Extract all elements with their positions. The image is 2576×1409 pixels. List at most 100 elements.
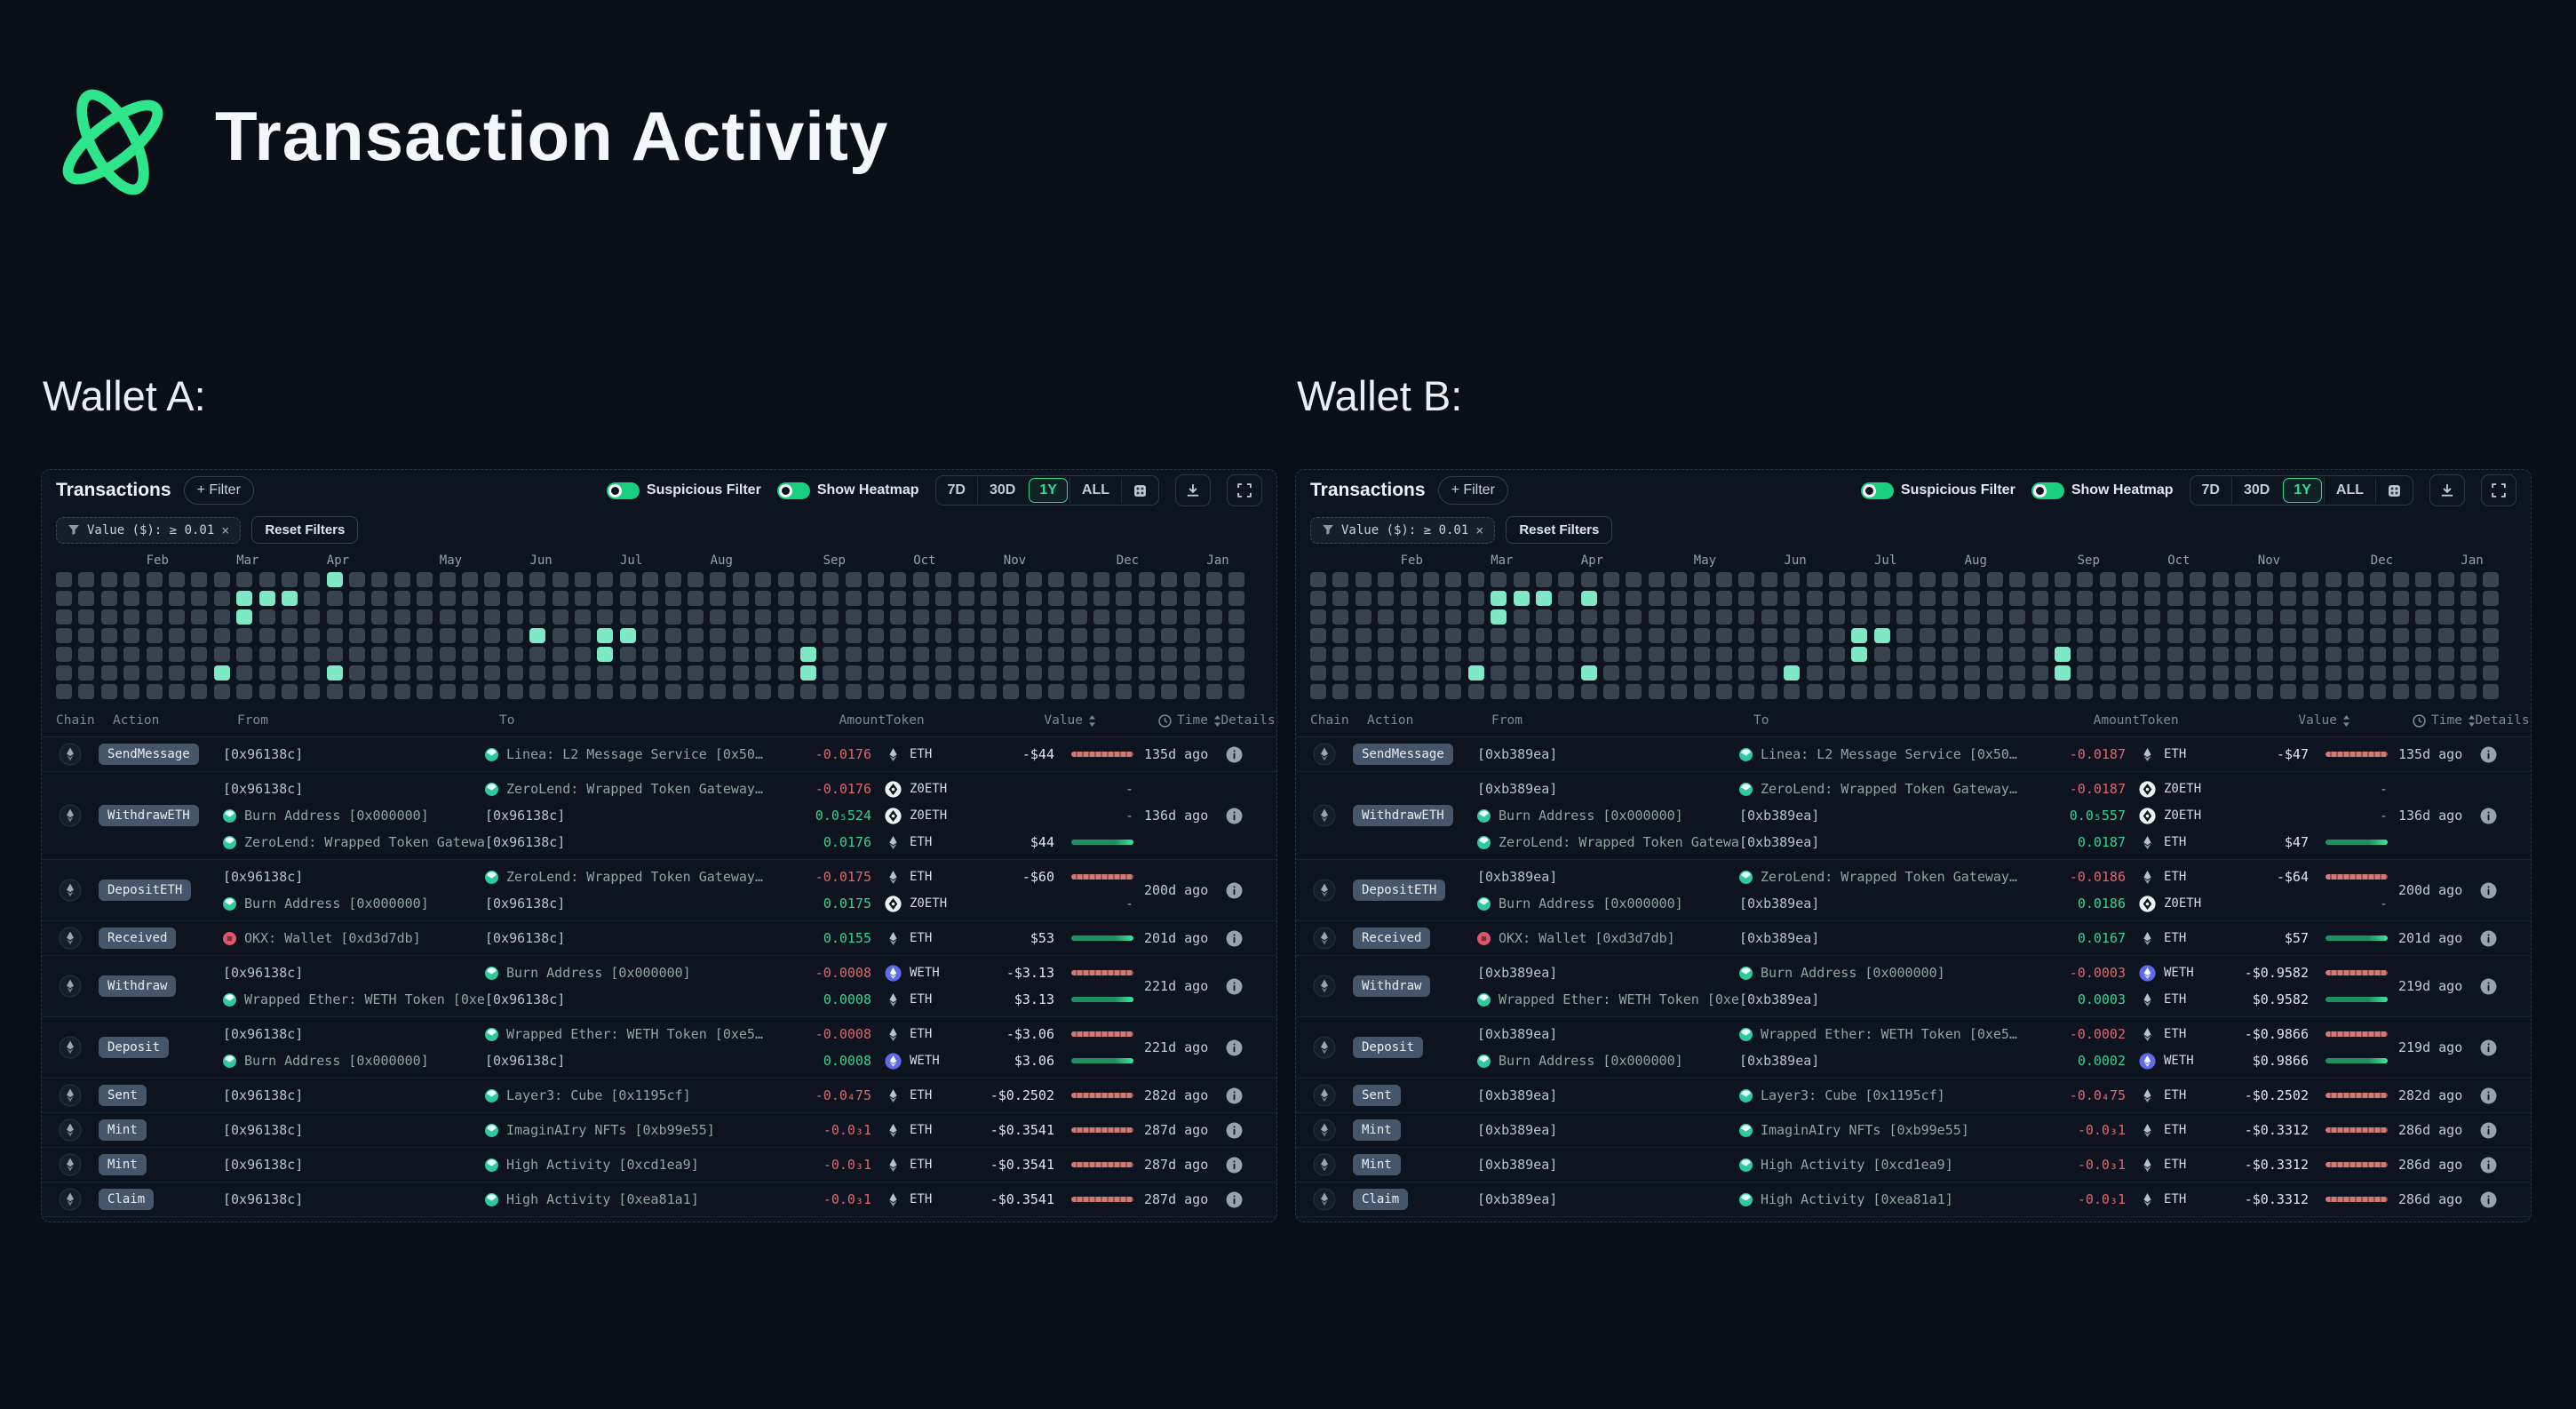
sort-icon[interactable] bbox=[1213, 714, 1221, 727]
address-label[interactable]: [0x96138c] bbox=[485, 834, 566, 850]
address-label[interactable]: [0x96138c] bbox=[485, 808, 566, 824]
address-label[interactable]: [0x96138c] bbox=[223, 965, 304, 981]
details-button[interactable] bbox=[1218, 808, 1250, 824]
details-info-icon[interactable] bbox=[2480, 930, 2497, 947]
address-label[interactable]: [0x96138c] bbox=[223, 1026, 304, 1042]
transaction-row[interactable]: Withdraw [0x96138c] Wrapped Ether: WETH T… bbox=[42, 956, 1276, 1017]
address-label[interactable]: Wrapped Ether: WETH Token [0xe5… bbox=[244, 991, 485, 1007]
reset-filters-button[interactable]: Reset Filters bbox=[1506, 516, 1613, 544]
details-info-icon[interactable] bbox=[2480, 1039, 2497, 1056]
details-info-icon[interactable] bbox=[2480, 746, 2497, 763]
calendar-range-button[interactable] bbox=[1121, 478, 1158, 503]
transaction-row[interactable]: Sent [0xb389ea] Layer3: Cube [0x1195cf] … bbox=[1296, 1079, 2531, 1113]
address-label[interactable]: [0xb389ea] bbox=[1477, 1026, 1558, 1042]
range-7d-button[interactable]: 7D bbox=[2201, 482, 2220, 498]
details-button[interactable] bbox=[2472, 1122, 2504, 1139]
address-label[interactable]: [0xb389ea] bbox=[1739, 808, 1820, 824]
transaction-row[interactable]: Deposit [0xb389ea] Burn Address [0x000000… bbox=[1296, 1017, 2531, 1079]
details-button[interactable] bbox=[1218, 882, 1250, 899]
address-label[interactable]: High Activity [0xcd1ea9] bbox=[506, 1157, 699, 1173]
address-label[interactable]: High Activity [0xcd1ea9] bbox=[1761, 1157, 1953, 1173]
add-filter-button[interactable]: + Filter bbox=[1437, 476, 1508, 505]
sort-icon[interactable] bbox=[2468, 714, 2476, 727]
address-label[interactable]: Linea: L2 Message Service [0x50… bbox=[506, 746, 763, 762]
details-button[interactable] bbox=[2472, 1157, 2504, 1174]
details-button[interactable] bbox=[2472, 1191, 2504, 1208]
address-label[interactable]: OKX: Wallet [0xd3d7db] bbox=[244, 930, 421, 946]
address-label[interactable]: Wrapped Ether: WETH Token [0xe5… bbox=[1761, 1026, 2017, 1042]
details-info-icon[interactable] bbox=[1226, 1122, 1243, 1139]
transaction-row[interactable]: Claim [0x96138c] High Activity [0xea81a1… bbox=[42, 1182, 1276, 1217]
range-all-button[interactable]: ALL bbox=[1069, 477, 1121, 504]
address-label[interactable]: Wrapped Ether: WETH Token [0xe5… bbox=[1499, 991, 1739, 1007]
value-filter-chip[interactable]: Value ($): ≥ 0.01 × bbox=[1310, 516, 1496, 544]
show-heatmap-toggle[interactable]: Show Heatmap bbox=[776, 482, 919, 499]
address-label[interactable]: High Activity [0xea81a1] bbox=[506, 1191, 699, 1207]
transaction-row[interactable]: SendMessage [0x96138c] Linea: L2 Message… bbox=[42, 737, 1276, 772]
address-label[interactable]: [0x96138c] bbox=[223, 746, 304, 762]
details-info-icon[interactable] bbox=[1226, 1087, 1243, 1104]
address-label[interactable]: [0xb389ea] bbox=[1477, 965, 1558, 981]
remove-filter-icon[interactable]: × bbox=[221, 521, 230, 538]
address-label[interactable]: [0xb389ea] bbox=[1739, 1053, 1820, 1069]
address-label[interactable]: Burn Address [0x000000] bbox=[1499, 808, 1683, 824]
transaction-row[interactable]: Received OKX: Wallet [0xd3d7db] [0x96138… bbox=[42, 921, 1276, 956]
details-button[interactable] bbox=[2472, 930, 2504, 947]
address-label[interactable]: [0x96138c] bbox=[223, 869, 304, 885]
address-label[interactable]: Burn Address [0x000000] bbox=[244, 896, 429, 911]
address-label[interactable]: Linea: L2 Message Service [0x50… bbox=[1761, 746, 2017, 762]
details-button[interactable] bbox=[1218, 746, 1250, 763]
details-info-icon[interactable] bbox=[1226, 808, 1243, 824]
details-info-icon[interactable] bbox=[1226, 1191, 1243, 1208]
details-button[interactable] bbox=[1218, 1157, 1250, 1174]
address-label[interactable]: Layer3: Cube [0x1195cf] bbox=[1761, 1087, 1945, 1103]
fullscreen-button[interactable] bbox=[2481, 474, 2516, 506]
column-header-time[interactable]: Time bbox=[1148, 713, 1232, 728]
column-header-time[interactable]: Time bbox=[2402, 713, 2486, 728]
download-button[interactable] bbox=[1175, 474, 1211, 506]
details-button[interactable] bbox=[1218, 930, 1250, 947]
reset-filters-button[interactable]: Reset Filters bbox=[251, 516, 359, 544]
address-label[interactable]: [0xb389ea] bbox=[1477, 1191, 1558, 1207]
details-info-icon[interactable] bbox=[2480, 808, 2497, 824]
address-label[interactable]: Burn Address [0x000000] bbox=[1499, 896, 1683, 911]
range-30d-button[interactable]: 30D bbox=[2230, 477, 2281, 504]
details-info-icon[interactable] bbox=[1226, 1039, 1243, 1056]
details-info-icon[interactable] bbox=[2480, 1122, 2497, 1139]
address-label[interactable]: ZeroLend: Wrapped Token Gateway… bbox=[1499, 834, 1739, 850]
address-label[interactable]: [0xb389ea] bbox=[1477, 1087, 1558, 1103]
address-label[interactable]: Burn Address [0x000000] bbox=[506, 965, 691, 981]
transaction-row[interactable]: WithdrawETH [0x96138c] Burn Address [0x00… bbox=[42, 772, 1276, 860]
address-label[interactable]: [0xb389ea] bbox=[1739, 930, 1820, 946]
details-button[interactable] bbox=[1218, 1087, 1250, 1104]
details-button[interactable] bbox=[2472, 882, 2504, 899]
address-label[interactable]: [0x96138c] bbox=[485, 896, 566, 911]
transaction-row[interactable]: SendMessage [0xb389ea] Linea: L2 Message… bbox=[1296, 737, 2531, 772]
address-label[interactable]: [0x96138c] bbox=[223, 1157, 304, 1173]
address-label[interactable]: [0x96138c] bbox=[223, 1191, 304, 1207]
details-info-icon[interactable] bbox=[1226, 746, 1243, 763]
add-filter-button[interactable]: + Filter bbox=[183, 476, 254, 505]
address-label[interactable]: ZeroLend: Wrapped Token Gateway… bbox=[506, 869, 763, 885]
transaction-row[interactable]: Mint [0x96138c] ImaginAIry NFTs [0xb99e5… bbox=[42, 1113, 1276, 1148]
transaction-row[interactable]: Deposit [0x96138c] Burn Address [0x000000… bbox=[42, 1017, 1276, 1079]
address-label[interactable]: ZeroLend: Wrapped Token Gateway… bbox=[1761, 869, 2017, 885]
remove-filter-icon[interactable]: × bbox=[1475, 521, 1484, 538]
show-heatmap-toggle[interactable]: Show Heatmap bbox=[2031, 482, 2174, 499]
column-header-value[interactable]: Value bbox=[2238, 713, 2402, 728]
transaction-row[interactable]: Received OKX: Wallet [0xd3d7db] [0xb389e… bbox=[1296, 921, 2531, 956]
range-all-button[interactable]: ALL bbox=[2323, 477, 2375, 504]
address-label[interactable]: ZeroLend: Wrapped Token Gateway… bbox=[244, 834, 485, 850]
download-button[interactable] bbox=[2429, 474, 2465, 506]
address-label[interactable]: [0x96138c] bbox=[485, 930, 566, 946]
address-label[interactable]: Layer3: Cube [0x1195cf] bbox=[506, 1087, 691, 1103]
range-1y-button[interactable]: 1Y bbox=[1029, 478, 1068, 503]
details-info-icon[interactable] bbox=[2480, 1087, 2497, 1104]
suspicious-filter-toggle[interactable]: Suspicious Filter bbox=[606, 482, 761, 499]
address-label[interactable]: ZeroLend: Wrapped Token Gateway… bbox=[1761, 781, 2017, 797]
transaction-row[interactable]: Sent [0x96138c] Layer3: Cube [0x1195cf] … bbox=[42, 1079, 1276, 1113]
address-label[interactable]: Burn Address [0x000000] bbox=[1761, 965, 1945, 981]
range-30d-button[interactable]: 30D bbox=[976, 477, 1027, 504]
address-label[interactable]: Burn Address [0x000000] bbox=[244, 1053, 429, 1069]
details-info-icon[interactable] bbox=[2480, 978, 2497, 995]
